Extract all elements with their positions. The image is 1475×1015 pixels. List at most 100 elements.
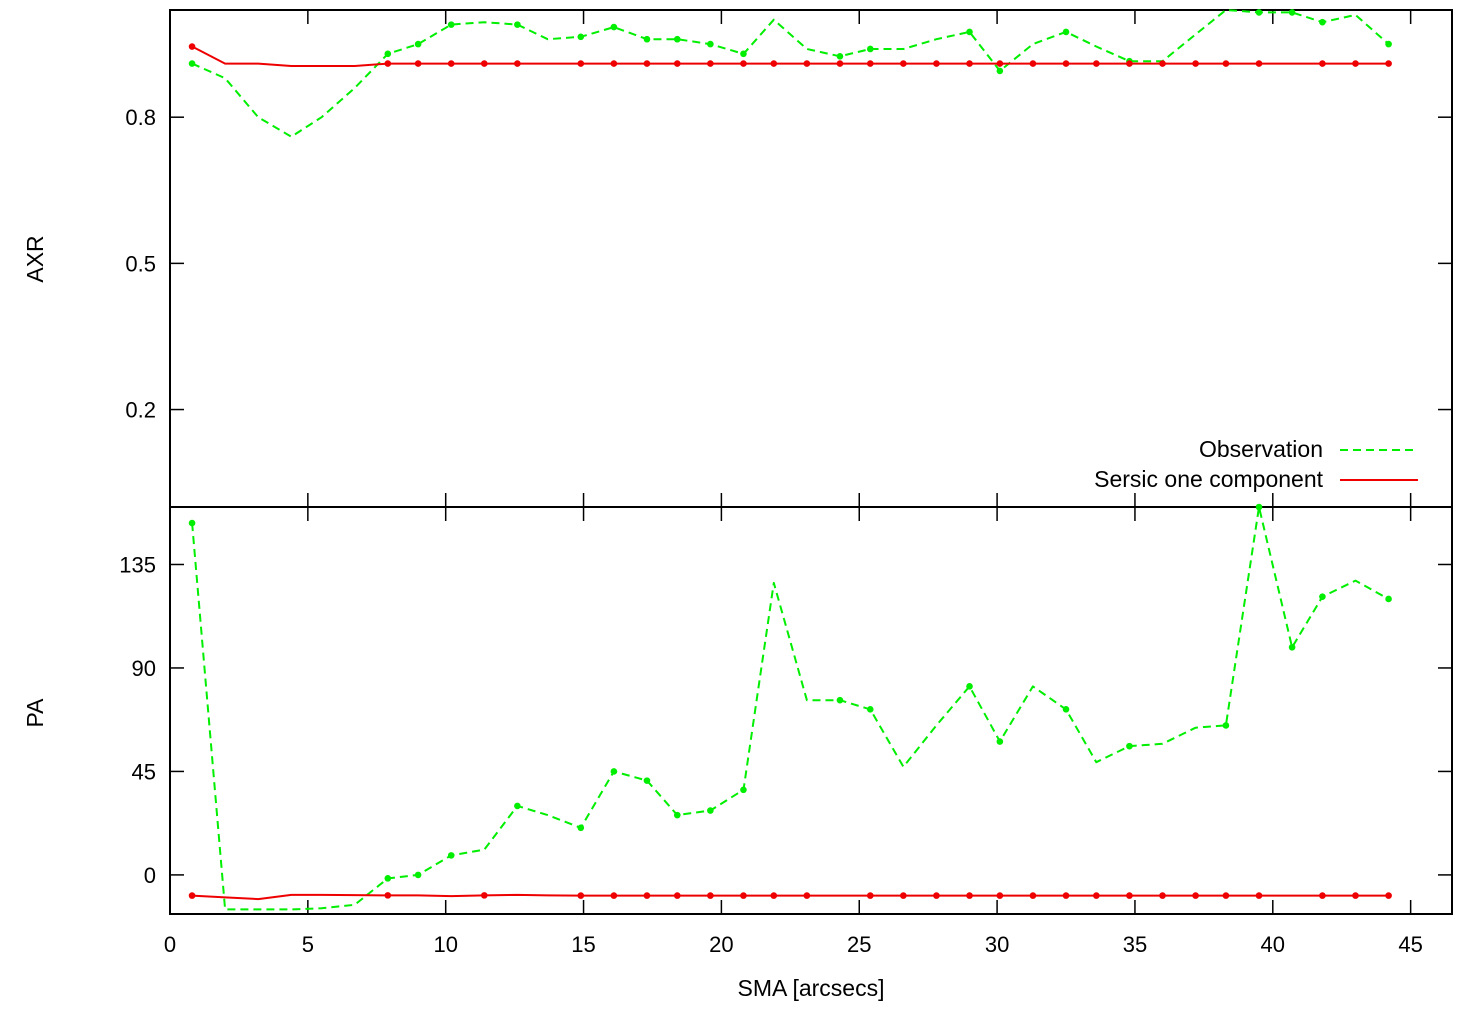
x-tick-label: 30: [985, 932, 1009, 957]
pa-observation-point: [836, 696, 844, 704]
pa-sersic-point: [673, 892, 681, 899]
axr-sersic-point: [480, 60, 488, 67]
axr-sersic-point: [1126, 60, 1133, 67]
pa-sersic-point: [1062, 892, 1070, 899]
pa-observation-point: [1288, 643, 1296, 651]
axr-observation-point: [414, 40, 422, 48]
axr-sersic-point: [577, 60, 585, 67]
axr-observation-point: [384, 50, 392, 58]
legend: Observation Sersic one component: [1094, 436, 1418, 492]
pa-sersic-point: [740, 892, 747, 899]
axr-sersic-point: [866, 60, 874, 67]
pa-observation-point: [514, 802, 521, 810]
axr-plot-frame: [169, 9, 1453, 508]
axr-sersic-point: [740, 60, 747, 67]
axr-sersic-point: [384, 60, 392, 67]
x-tick-label: 0: [164, 932, 176, 957]
pa-panel: 0 45 90 135 PA: [22, 503, 1453, 915]
axr-observation-point: [673, 35, 681, 43]
axr-observation-point: [447, 21, 455, 28]
axr-sersic-point: [1029, 60, 1037, 67]
axr-sersic-point: [900, 60, 907, 67]
axr-sersic-point: [610, 60, 618, 67]
axr-observation-point: [643, 35, 651, 43]
pa-observation-point: [1062, 706, 1070, 713]
pa-sersic-point: [643, 892, 651, 899]
pa-plot-frame: [169, 506, 1453, 915]
axr-observation-point: [1255, 9, 1263, 16]
pa-sersic-point: [1029, 892, 1037, 899]
axr-series: [188, 9, 1392, 138]
pa-sersic-point: [803, 892, 811, 899]
axr-sersic-point: [1222, 60, 1230, 67]
pa-axis-label: PA: [22, 698, 48, 728]
axr-axes: 0.2 0.5 0.8: [125, 10, 1452, 507]
pa-observation-point: [996, 738, 1004, 745]
pa-observation-point: [673, 811, 681, 819]
pa-observation-point: [966, 683, 973, 690]
axr-sersic-point: [1255, 60, 1263, 67]
pa-sersic-point: [770, 892, 778, 899]
x-tick-label: 20: [709, 932, 733, 957]
pa-observation-point: [1385, 595, 1392, 603]
axr-observation-point: [577, 33, 585, 41]
pa-sersic-point: [610, 892, 618, 899]
pa-observation-point: [707, 807, 714, 814]
axr-sersic-line: [191, 45, 1389, 67]
pa-sersic-point: [577, 892, 585, 899]
x-axis: 0 5 10 15 20 25 30 35 40 45: [164, 932, 1423, 957]
pa-observation-point: [1126, 742, 1133, 750]
pa-ytick-label: 45: [132, 759, 156, 784]
pa-sersic-point: [1192, 892, 1199, 899]
axr-observation-point: [707, 40, 714, 48]
x-tick-label: 25: [847, 932, 871, 957]
pa-sersic-point: [1222, 892, 1230, 899]
axr-sersic-point: [447, 60, 455, 67]
axr-sersic-point: [514, 60, 521, 67]
pa-observation-point: [866, 706, 874, 713]
axr-observation-point: [1062, 28, 1070, 36]
axr-sersic-point: [1385, 60, 1392, 67]
pa-sersic-point: [1093, 892, 1100, 899]
axr-sersic-point: [996, 60, 1004, 67]
axr-observation-point: [836, 52, 844, 60]
pa-sersic-point: [1255, 892, 1263, 899]
pa-observation-point: [643, 777, 651, 784]
pa-observation-point: [610, 768, 618, 775]
pa-sersic-point: [1126, 892, 1133, 899]
axr-observation-point: [866, 45, 874, 53]
x-tick-label: 45: [1398, 932, 1422, 957]
axr-sersic-point: [933, 60, 940, 67]
pa-sersic-point: [384, 892, 392, 899]
pa-sersic-line: [192, 893, 1389, 901]
axr-observation-point: [188, 60, 196, 67]
pa-observation-point: [1222, 722, 1230, 729]
pa-ytick-label: 90: [132, 656, 156, 681]
pa-sersic-point: [900, 892, 907, 899]
axr-observation-line: [191, 9, 1390, 138]
x-axis-label: SMA [arcsecs]: [738, 975, 885, 1001]
pa-observation-point: [414, 871, 422, 879]
axr-sersic-point: [1192, 60, 1199, 67]
axr-sersic-point: [1093, 60, 1100, 67]
axr-sersic-point: [188, 43, 196, 50]
pa-sersic-point: [1159, 892, 1166, 899]
pa-sersic-point: [933, 892, 940, 899]
pa-sersic-point: [188, 892, 196, 899]
axr-sersic-point: [1159, 60, 1166, 67]
axr-observation-point: [1319, 18, 1326, 26]
pa-ytick-label: 0: [144, 863, 156, 888]
axr-ytick-label: 0.8: [125, 105, 156, 130]
pa-axes: 0 45 90 135: [119, 507, 1452, 914]
axr-observation-point: [1385, 40, 1392, 48]
axr-panel: 0.2 0.5 0.8 AXR: [22, 9, 1453, 508]
axr-sersic-point: [966, 60, 973, 67]
axr-observation-point: [1288, 9, 1296, 16]
pa-sersic-point: [1385, 892, 1392, 899]
pa-sersic-point: [996, 892, 1004, 899]
axr-sersic-point: [414, 60, 422, 67]
axr-axis-label: AXR: [22, 235, 48, 282]
axr-observation-point: [966, 28, 973, 36]
axr-sersic-point: [643, 60, 651, 67]
